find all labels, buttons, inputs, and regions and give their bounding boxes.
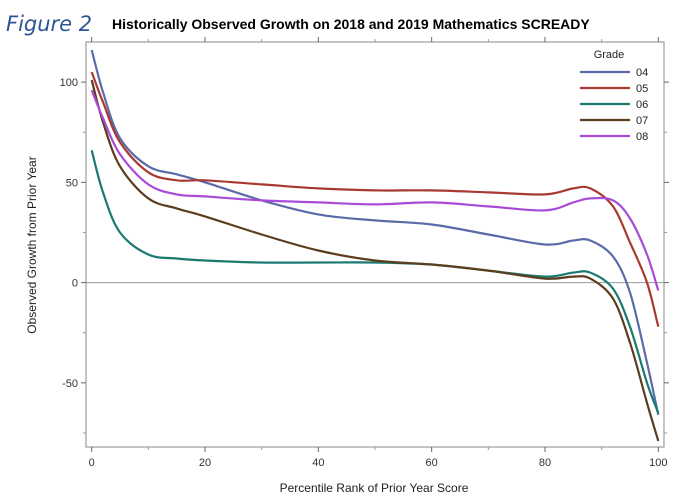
- x-tick-label: 60: [426, 457, 438, 469]
- series-line-grade-07: [90, 79, 660, 442]
- x-tick-label: 0: [89, 457, 95, 469]
- legend-label-04: 04: [636, 67, 648, 79]
- legend-label-08: 08: [636, 131, 648, 143]
- legend-label-06: 06: [636, 99, 648, 111]
- figure-label: Figure 2: [6, 12, 93, 36]
- series-line-grade-08: [90, 89, 660, 291]
- y-tick-label: 50: [66, 177, 78, 189]
- x-axis: 0 20 40 60 80 100: [89, 37, 668, 469]
- y-tick-label: -50: [62, 378, 78, 390]
- series-line-grade-04: [90, 49, 660, 416]
- plot-frame: [85, 41, 665, 448]
- x-tick-label: 20: [199, 457, 211, 469]
- series-lines: [90, 49, 660, 442]
- y-axis-label: Observed Growth from Prior Year: [25, 156, 39, 333]
- legend-label-05: 05: [636, 83, 648, 95]
- legend-label-07: 07: [636, 115, 648, 127]
- y-tick-label: 0: [72, 278, 78, 290]
- x-tick-label: 80: [539, 457, 551, 469]
- series-line-grade-05: [90, 71, 660, 327]
- legend: Grade 04 05 06 07 08: [580, 49, 648, 143]
- chart-title: Historically Observed Growth on 2018 and…: [112, 16, 590, 32]
- y-tick-label: 100: [60, 77, 78, 89]
- x-tick-label: 100: [649, 457, 667, 469]
- x-axis-label: Percentile Rank of Prior Year Score: [280, 481, 469, 495]
- x-tick-label: 40: [312, 457, 324, 469]
- legend-title: Grade: [594, 49, 625, 61]
